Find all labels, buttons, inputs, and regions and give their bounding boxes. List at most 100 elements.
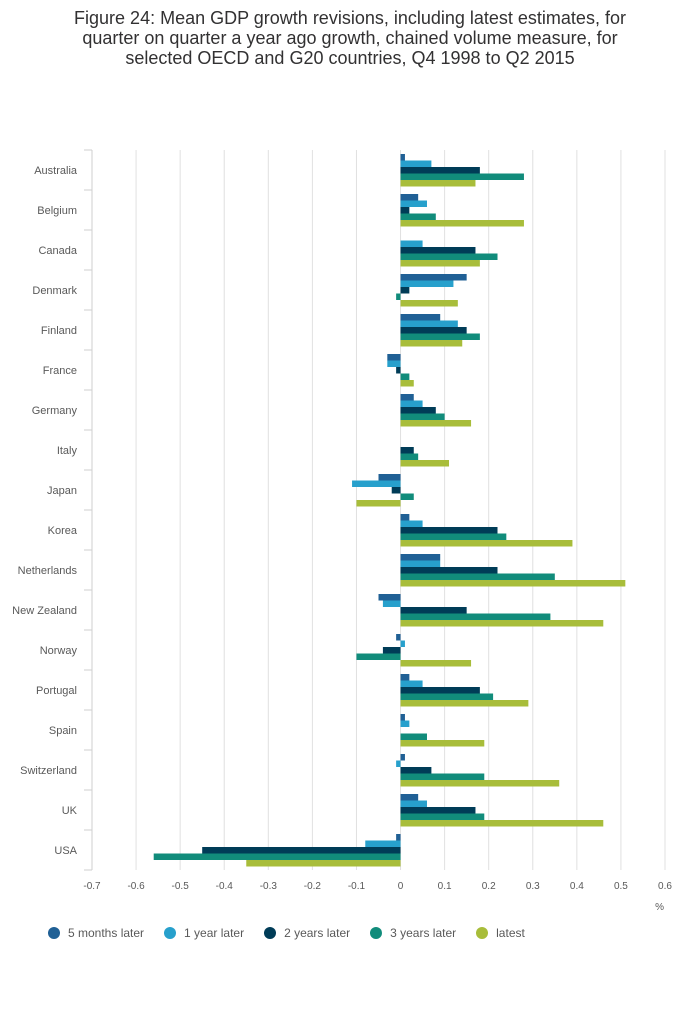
bar xyxy=(400,420,472,427)
bar xyxy=(400,274,467,281)
bar xyxy=(400,253,498,260)
bar xyxy=(382,647,401,654)
bar xyxy=(387,360,401,367)
legend-item[interactable]: latest xyxy=(476,926,525,940)
category-label: Belgium xyxy=(37,205,77,217)
category-label: New Zealand xyxy=(12,605,77,617)
category-label: Germany xyxy=(32,405,78,417)
bar xyxy=(400,607,467,614)
bar xyxy=(400,460,450,467)
bar xyxy=(400,314,441,321)
category-label: Japan xyxy=(47,485,77,497)
x-tick-label: -0.6 xyxy=(127,881,145,892)
bar xyxy=(400,573,555,580)
bar xyxy=(396,293,401,300)
chart-legend: 5 months later 1 year later 2 years later 3… xyxy=(48,926,545,940)
bar xyxy=(396,760,401,767)
bar xyxy=(400,780,560,787)
legend-item[interactable]: 5 months later xyxy=(48,926,144,940)
bar xyxy=(400,520,423,527)
bar xyxy=(400,173,524,180)
bar xyxy=(400,714,405,721)
bar xyxy=(400,767,432,774)
bar xyxy=(387,354,401,361)
legend-item[interactable]: 3 years later xyxy=(370,926,456,940)
bar xyxy=(400,167,480,174)
chart-title-line: selected OECD and G20 countries, Q4 1998… xyxy=(125,48,575,68)
bar xyxy=(400,687,480,694)
category-label: Italy xyxy=(57,445,78,457)
bar xyxy=(400,640,405,647)
legend-label: 5 months later xyxy=(68,926,145,940)
bar xyxy=(356,653,401,660)
bar xyxy=(400,820,604,827)
bar xyxy=(356,500,401,507)
bar xyxy=(400,194,419,201)
category-label: USA xyxy=(54,845,77,857)
chart-title-line: quarter on quarter a year ago growth, ch… xyxy=(82,28,618,48)
bar xyxy=(400,674,410,681)
category-label: Finland xyxy=(41,325,77,337)
x-tick-label: -0.5 xyxy=(172,881,190,892)
bar xyxy=(365,840,401,847)
bar xyxy=(400,160,432,167)
category-label: Denmark xyxy=(32,285,77,297)
category-label: France xyxy=(43,365,77,377)
bar xyxy=(378,474,401,481)
bar xyxy=(391,487,401,494)
x-axis-unit-label: % xyxy=(655,902,664,913)
x-tick-label: 0.1 xyxy=(438,881,452,892)
bar xyxy=(400,794,419,801)
legend-label: 3 years later xyxy=(390,926,457,940)
legend-item[interactable]: 1 year later xyxy=(164,926,244,940)
bar xyxy=(400,813,485,820)
bar xyxy=(400,773,485,780)
category-label: Norway xyxy=(40,645,78,657)
x-tick-label: 0.6 xyxy=(658,881,672,892)
legend-swatch xyxy=(370,927,383,939)
bar xyxy=(400,800,427,807)
bar xyxy=(400,200,427,207)
x-tick-label: -0.4 xyxy=(216,881,234,892)
bar xyxy=(400,373,410,380)
category-label: Australia xyxy=(34,165,78,177)
category-label: Portugal xyxy=(36,685,77,697)
bar xyxy=(400,380,414,387)
bar xyxy=(400,580,626,587)
legend-item[interactable]: 2 years later xyxy=(264,926,350,940)
bar xyxy=(400,180,476,187)
x-tick-label: 0.4 xyxy=(570,881,584,892)
bar xyxy=(400,740,485,747)
bar xyxy=(400,300,458,307)
bar xyxy=(400,693,494,700)
x-tick-label: -0.2 xyxy=(304,881,322,892)
bar xyxy=(400,527,498,534)
bar xyxy=(400,554,441,561)
chart-title: Figure 24: Mean GDP growth revisions, in… xyxy=(0,8,700,68)
bar xyxy=(400,447,414,454)
bar xyxy=(378,594,401,601)
bar xyxy=(400,333,480,340)
bar xyxy=(400,754,405,761)
bar xyxy=(396,834,401,841)
x-tick-label: 0.3 xyxy=(526,881,540,892)
legend-label: 2 years later xyxy=(284,926,351,940)
bar xyxy=(400,733,427,740)
bar xyxy=(153,853,401,860)
category-label: Canada xyxy=(38,245,77,257)
bar xyxy=(396,634,401,641)
bar xyxy=(400,394,414,401)
legend-swatch xyxy=(264,927,277,939)
chart-title-line: Figure 24: Mean GDP growth revisions, in… xyxy=(74,8,626,28)
bar xyxy=(400,413,445,420)
category-label: Spain xyxy=(49,725,77,737)
bar xyxy=(352,480,401,487)
category-label: Netherlands xyxy=(18,565,78,577)
category-label: Switzerland xyxy=(20,765,77,777)
bar xyxy=(400,220,524,227)
x-tick-label: -0.7 xyxy=(83,881,101,892)
bar xyxy=(396,367,401,374)
legend-swatch xyxy=(164,927,177,939)
bar xyxy=(400,560,441,567)
x-tick-label: -0.3 xyxy=(260,881,278,892)
